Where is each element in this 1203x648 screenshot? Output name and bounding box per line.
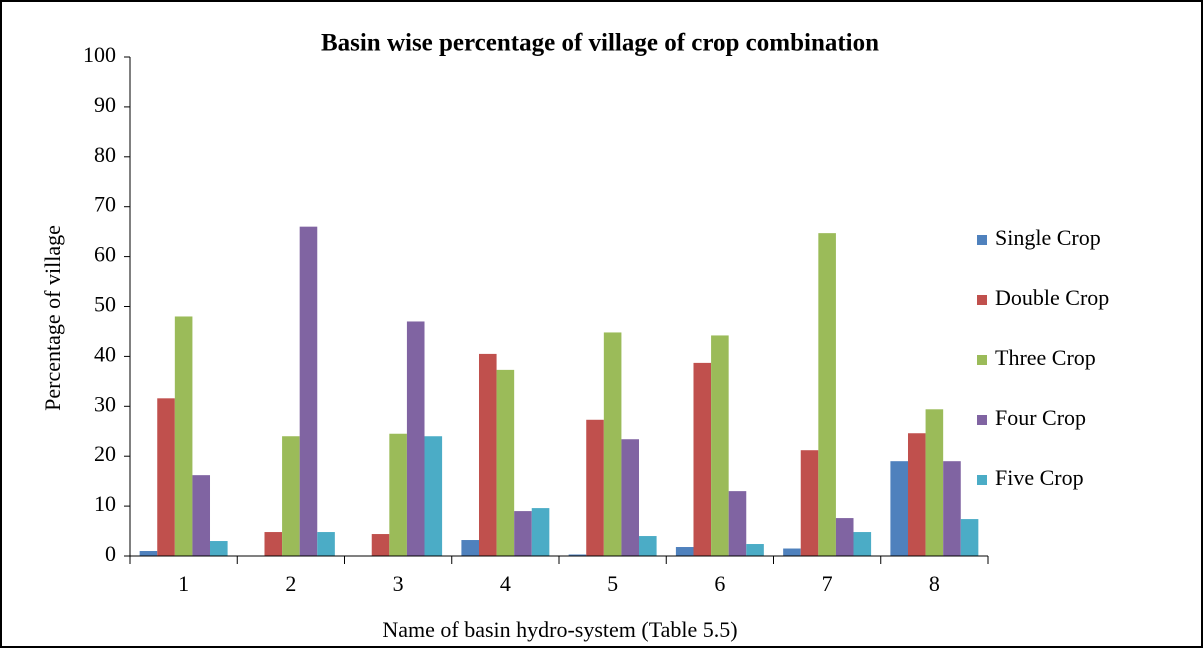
y-tick-label: 80 (94, 142, 116, 167)
bar (675, 547, 694, 556)
x-tick-label: 2 (285, 571, 296, 596)
x-tick-label: 5 (607, 571, 618, 596)
bar (461, 540, 479, 556)
legend-swatch (977, 475, 987, 485)
bar (299, 226, 318, 556)
legend-label: Single Crop (995, 225, 1101, 250)
bar (835, 518, 854, 556)
bar (424, 436, 443, 556)
legend-label: Three Crop (995, 345, 1096, 370)
bar (925, 409, 944, 556)
legend-swatch (977, 415, 987, 425)
y-tick-label: 30 (94, 391, 116, 416)
bar (568, 554, 587, 556)
bar (960, 519, 979, 556)
bar (371, 534, 390, 556)
y-tick-label: 50 (94, 292, 116, 317)
legend-label: Five Crop (995, 465, 1084, 490)
bar (210, 541, 228, 556)
y-tick-label: 60 (94, 242, 116, 267)
y-tick-label: 20 (94, 441, 116, 466)
bar (890, 461, 908, 556)
x-tick-label: 3 (393, 571, 404, 596)
bar (282, 436, 300, 556)
bar (514, 511, 532, 556)
y-tick-label: 90 (94, 92, 116, 117)
bar (603, 332, 622, 556)
bar (174, 316, 193, 556)
bar (746, 544, 764, 556)
legend-swatch (977, 295, 987, 305)
bar (639, 536, 657, 556)
y-axis-label: Percentage of village (40, 225, 65, 411)
bar (264, 532, 283, 556)
bar (139, 551, 158, 556)
x-tick-label: 1 (178, 571, 189, 596)
x-tick-label: 6 (714, 571, 725, 596)
bar (406, 321, 425, 556)
x-tick-label: 4 (500, 571, 511, 596)
y-tick-label: 0 (105, 541, 116, 566)
bar (389, 433, 407, 556)
x-axis-label: Name of basin hydro-system (Table 5.5) (382, 617, 737, 642)
bar (943, 461, 961, 556)
x-tick-label: 8 (929, 571, 940, 596)
bar (818, 233, 836, 556)
bar (621, 439, 640, 556)
bar (783, 548, 801, 556)
bar (728, 491, 747, 556)
bar (496, 369, 515, 556)
bar (693, 362, 712, 556)
legend-label: Four Crop (995, 405, 1086, 430)
bar (711, 335, 729, 556)
bar (531, 508, 550, 556)
y-tick-label: 70 (94, 192, 116, 217)
bar (478, 353, 497, 556)
x-tick-label: 7 (822, 571, 833, 596)
legend-swatch (977, 235, 987, 245)
bar (317, 532, 335, 556)
bar (853, 532, 872, 556)
y-tick-label: 100 (83, 42, 116, 67)
bar (157, 398, 175, 556)
bar (800, 450, 819, 556)
bar (192, 475, 211, 556)
legend-swatch (977, 355, 987, 365)
y-tick-label: 40 (94, 341, 116, 366)
bar (586, 419, 604, 556)
chart-title: Basin wise percentage of village of crop… (321, 30, 879, 57)
y-tick-label: 10 (94, 491, 116, 516)
bar (907, 433, 926, 556)
legend-label: Double Crop (995, 285, 1109, 310)
